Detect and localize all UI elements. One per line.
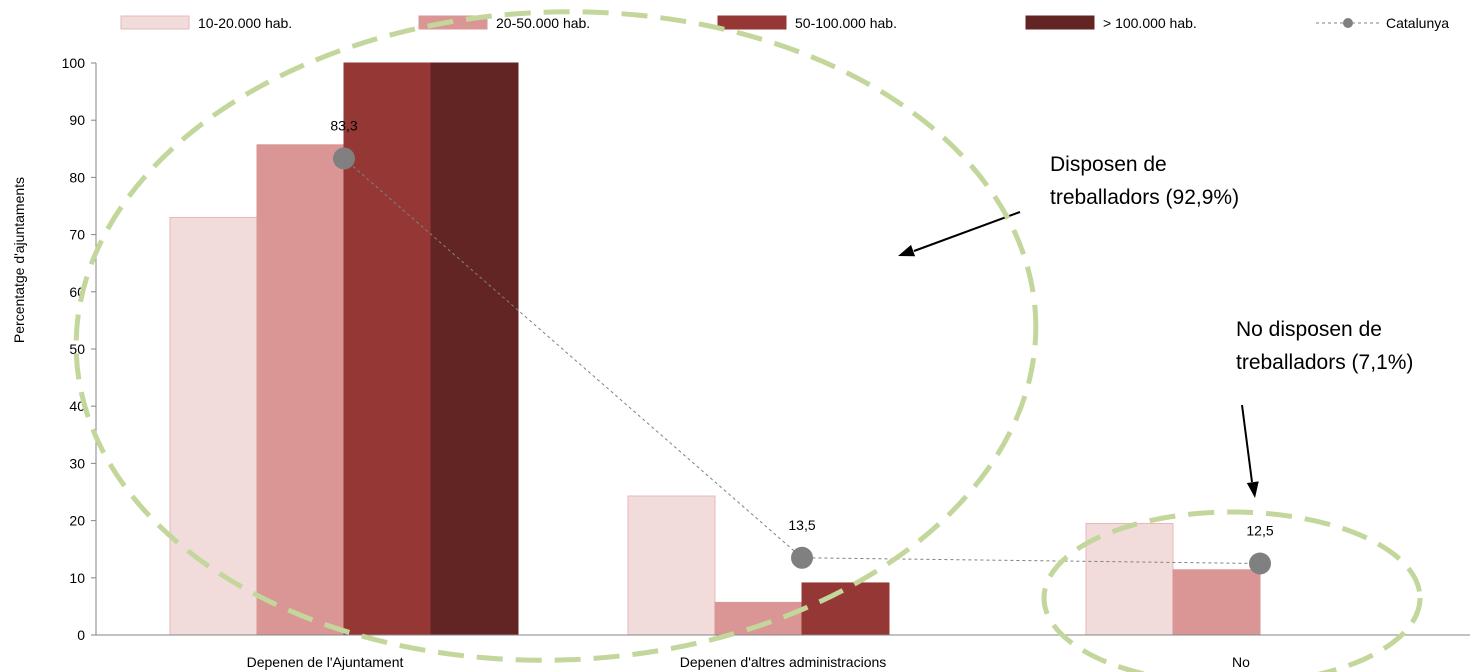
catalunya-point (1249, 552, 1271, 575)
catalunya-line: 83,3 13,5 12,5 (330, 118, 1274, 575)
legend-swatch-3 (717, 15, 787, 30)
annotation-text-no-workers: No disposen de (1236, 318, 1382, 341)
annotation-arrow-no-workers (1241, 404, 1253, 483)
annotation-text-workers: treballadors (92,9%) (1050, 186, 1239, 209)
y-tick-label: 30 (69, 455, 85, 471)
legend-label-1: 10-20.000 hab. (198, 15, 292, 31)
annotation-text-workers: Disposen de (1050, 153, 1167, 176)
bar-1-1 (169, 216, 258, 636)
highlight-ellipses (73, 9, 1423, 672)
x-axis: Depenen de l'Ajuntament Depenen d'altres … (96, 634, 1470, 670)
catalunya-data-label: 83,3 (330, 118, 357, 134)
bar-2-1 (256, 144, 345, 636)
bars (169, 62, 1261, 636)
y-axis-title: Percentatge d'ajuntaments (11, 177, 27, 343)
bar-3-2 (801, 582, 890, 636)
legend-label-4: > 100.000 hab. (1103, 15, 1197, 31)
bar-2-2 (714, 601, 803, 636)
y-tick-label: 80 (69, 169, 85, 185)
bar-2-3 (1172, 569, 1261, 636)
annotation-arrowhead-no-workers (1246, 481, 1259, 498)
legend-swatch-4 (1025, 15, 1095, 30)
highlight-ellipse-no-workers (1041, 509, 1423, 672)
bar-1-2 (627, 495, 716, 636)
legend-label-3: 50-100.000 hab. (795, 15, 897, 31)
catalunya-point (333, 147, 355, 170)
bar-4-1 (430, 62, 519, 636)
legend-swatch-1 (120, 15, 190, 30)
legend: 10-20.000 hab. 20-50.000 hab. 50-100.000 h… (120, 15, 1449, 31)
x-category-label: Depenen de l'Ajuntament (247, 654, 404, 670)
highlight-ellipse-workers (73, 9, 1039, 663)
y-tick-label: 0 (77, 627, 85, 643)
annotations: Disposen de treballadors (92,9%) No dispos… (898, 153, 1413, 498)
y-tick-label: 100 (62, 55, 86, 71)
y-tick-label: 10 (69, 570, 85, 586)
bar-3-1 (343, 62, 432, 636)
catalunya-data-label: 12,5 (1246, 523, 1273, 539)
y-tick-label: 70 (69, 227, 85, 243)
x-category-label: Depenen d'altres administracions (680, 654, 887, 670)
catalunya-data-label: 13,5 (788, 517, 815, 533)
legend-marker-catalunya (1343, 18, 1353, 28)
y-tick-label: 50 (69, 341, 85, 357)
annotation-arrowhead-workers (898, 244, 916, 257)
catalunya-point (791, 546, 813, 569)
y-tick-label: 20 (69, 513, 85, 529)
x-category-label: No (1232, 654, 1250, 670)
legend-label-catalunya: Catalunya (1386, 15, 1449, 31)
annotation-arrow-workers (913, 211, 1021, 252)
y-tick-label: 90 (69, 112, 85, 128)
bar-1-3 (1085, 522, 1174, 636)
legend-label-2: 20-50.000 hab. (496, 15, 590, 31)
annotation-text-no-workers: treballadors (7,1%) (1236, 351, 1413, 374)
